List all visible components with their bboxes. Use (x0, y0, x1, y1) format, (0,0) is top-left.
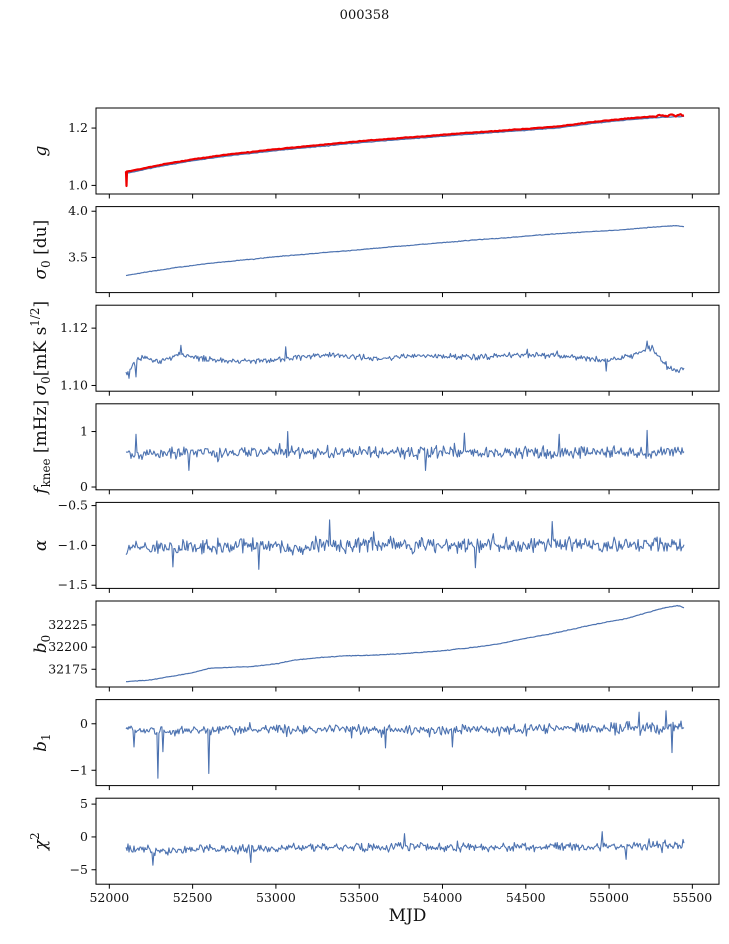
series-line-fknee (125, 429, 685, 471)
x-tick-label: 53000 (256, 890, 296, 905)
y-tick-label: 1 (80, 424, 88, 439)
y-axis-label: χ2 (28, 832, 51, 851)
y-tick-label: 1.2 (68, 120, 88, 135)
panel-fknee: 0 1 fknee [mHz] (31, 400, 720, 496)
y-tick-label: 32225 (48, 617, 88, 632)
panel-alpha: −1.5 −1.0 −0.5 α (31, 498, 720, 593)
x-tick-label: 53500 (339, 890, 379, 905)
y-tick-label: −1.0 (58, 537, 88, 552)
panel-frame (95, 403, 720, 491)
y-tick-label: 3.5 (68, 249, 88, 264)
y-axis-label: b0 (31, 635, 53, 653)
x-axis-label: MJD (388, 906, 427, 926)
series-line-b0 (125, 604, 685, 683)
series-line-alpha (125, 519, 685, 570)
panel-b0: 32175 32200 32225 b0 (31, 600, 720, 692)
y-tick-label: 1.10 (60, 377, 88, 392)
x-tick-label: 52000 (89, 890, 129, 905)
y-tick-label: 1.12 (60, 320, 88, 335)
y-tick-label: −0.5 (58, 498, 88, 513)
x-tick-label: 54000 (423, 890, 463, 905)
panel-frame (95, 304, 720, 392)
x-tick-label: 52500 (173, 890, 213, 905)
series-line-chi2 (125, 831, 685, 866)
x-tick-label: 55500 (672, 890, 712, 905)
y-tick-label: 4.0 (68, 203, 88, 218)
y-tick-label: −1.5 (58, 577, 88, 592)
y-axis-label: α (31, 539, 51, 551)
y-axis-label: σ0 [du] (31, 220, 53, 280)
figure-title: 000358 (339, 8, 390, 23)
panel-chi2: 52000 52500 53000 53500 54000 54500 55000 55500… (28, 796, 720, 905)
series-line-sigma0-mk (125, 340, 685, 379)
y-tick-label: 0 (80, 479, 88, 494)
series-line-gain-fit (125, 115, 685, 174)
y-tick-label: 1.0 (68, 177, 88, 192)
y-tick-label: −1 (70, 762, 88, 777)
y-tick-label: 0 (80, 716, 88, 731)
panel-frame (95, 600, 720, 688)
x-tick-label: 55000 (589, 890, 629, 905)
panel-sigma0-du: 3.5 4.0 σ0 [du] (31, 203, 720, 298)
y-axis-label: b1 (31, 733, 53, 751)
y-tick-label: 5 (80, 796, 88, 811)
y-tick-label: 32200 (48, 639, 88, 654)
y-tick-label: 32175 (48, 661, 88, 676)
panel-sigma0-mk: 1.10 1.12 σ0[mK s1/2] (28, 301, 720, 396)
y-axis-label: σ0[mK s1/2] (28, 301, 53, 396)
y-tick-label: −5 (70, 862, 88, 877)
panel-frame (95, 206, 720, 294)
x-tick-label: 54500 (506, 890, 546, 905)
series-line-gain-data (124, 113, 685, 188)
panel-frame (95, 699, 720, 787)
panel-frame (95, 797, 720, 885)
y-axis-label: fknee [mHz] (31, 400, 53, 496)
series-line-sigma0-du (125, 225, 685, 277)
y-tick-label: 0 (80, 829, 88, 844)
panel-gain-fit: 1.0 1.2 g (31, 107, 720, 199)
y-axis-label: g (31, 145, 51, 156)
panel-frame (95, 107, 720, 195)
series-line-b1 (125, 710, 685, 779)
panel-b1: −1 0 b1 (31, 699, 720, 791)
